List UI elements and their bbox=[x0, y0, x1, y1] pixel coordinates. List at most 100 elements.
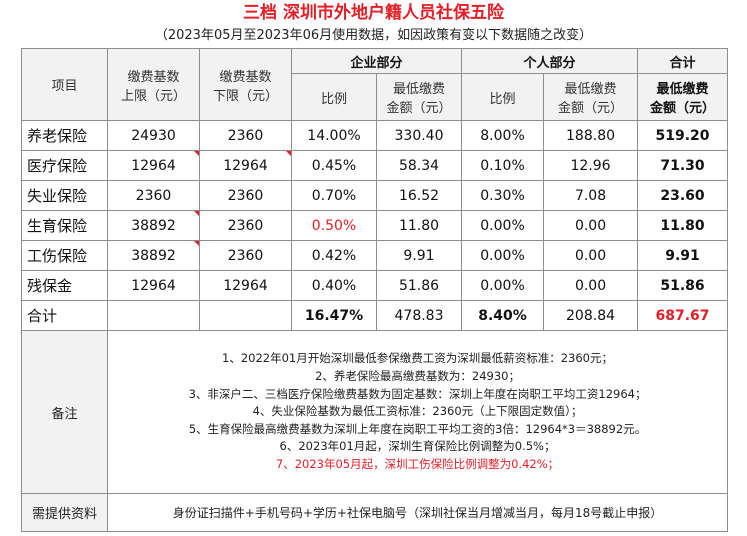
header-personal-amount: 最低缴费 金额（元） bbox=[543, 73, 639, 121]
summary-company-ratio: 16.47% bbox=[291, 300, 377, 331]
summary-personal-amount: 208.84 bbox=[543, 300, 639, 331]
header-base-lower: 缴费基数 下限（元） bbox=[199, 48, 292, 121]
note-item: 1、2022年01月开始深圳最低参保缴费工资为深圳最低薪资标准：2360元； bbox=[222, 351, 613, 366]
row-total: 11.80 bbox=[637, 210, 729, 241]
requirements-row: 需提供资料 身份证扫描件+手机号码+学历+社保电脑号（深圳社保当月增减当月，每月… bbox=[21, 493, 729, 532]
row-total: 71.30 bbox=[637, 150, 729, 181]
note-item: 6、2023年01月起，深圳生育保险比例调整为0.5%； bbox=[279, 439, 556, 454]
row-company-amount: 330.40 bbox=[375, 120, 463, 151]
header-base-lower-line2: 下限（元） bbox=[212, 88, 278, 104]
header-base-upper: 缴费基数 上限（元） bbox=[107, 48, 200, 121]
summary-lower-empty bbox=[199, 300, 292, 331]
notes-list: 1、2022年01月开始深圳最低参保缴费工资为深圳最低薪资标准：2360元； 2… bbox=[106, 330, 729, 494]
row-company-ratio: 0.40% bbox=[291, 270, 377, 301]
header-company-amount-line2: 金额（元） bbox=[386, 101, 452, 116]
header-company-amount-line1: 最低缴费 bbox=[393, 82, 446, 97]
row-personal-ratio: 0.00% bbox=[461, 270, 545, 301]
row-name: 失业保险 bbox=[21, 180, 108, 211]
summary-total: 687.67 bbox=[637, 300, 729, 331]
row-company-ratio: 0.42% bbox=[291, 240, 377, 271]
row-personal-amount: 0.00 bbox=[543, 270, 639, 301]
header-personal-amount-line1: 最低缴费 bbox=[564, 82, 617, 97]
note-item: 2、养老保险最高缴费基数为：24930； bbox=[315, 369, 520, 384]
table-row-disability-fund: 残保金 12964 12964 0.40% 51.86 0.00% 0.00 5… bbox=[21, 270, 729, 301]
row-personal-amount: 0.00 bbox=[543, 210, 639, 241]
header-company-amount: 最低缴费 金额（元） bbox=[375, 73, 463, 121]
row-total: 9.91 bbox=[637, 240, 729, 271]
row-total: 51.86 bbox=[637, 270, 729, 301]
row-personal-amount: 0.00 bbox=[543, 240, 639, 271]
row-personal-amount: 12.96 bbox=[543, 150, 639, 181]
header-company-ratio: 比例 bbox=[291, 73, 377, 121]
header-total: 合计 bbox=[637, 48, 729, 74]
row-name: 残保金 bbox=[21, 270, 108, 301]
header-base-upper-line2: 上限（元） bbox=[120, 88, 186, 104]
row-company-amount: 9.91 bbox=[375, 240, 463, 271]
header-personal-ratio: 比例 bbox=[461, 73, 545, 121]
row-upper: 24930 bbox=[107, 120, 200, 151]
row-lower: 2360 bbox=[199, 240, 292, 271]
row-personal-amount: 188.80 bbox=[543, 120, 639, 151]
summary-name: 合计 bbox=[21, 300, 108, 331]
row-upper: 12964 bbox=[107, 150, 200, 181]
row-company-amount: 51.86 bbox=[375, 270, 463, 301]
note-item: 5、生育保险最高缴费基数为深圳上年度在岗职工平均工资的3倍：12964*3＝38… bbox=[188, 421, 647, 436]
requirements-label: 需提供资料 bbox=[21, 493, 108, 532]
row-name: 医疗保险 bbox=[21, 150, 108, 181]
row-total: 23.60 bbox=[637, 180, 729, 211]
row-upper: 12964 bbox=[107, 270, 200, 301]
row-lower: 2360 bbox=[199, 120, 292, 151]
header-base-lower-line1: 缴费基数 bbox=[219, 69, 272, 85]
row-upper: 38892 bbox=[107, 210, 200, 241]
row-personal-amount: 7.08 bbox=[543, 180, 639, 211]
row-company-ratio: 14.00% bbox=[291, 120, 377, 151]
row-personal-ratio: 0.10% bbox=[461, 150, 545, 181]
notes-label: 备注 bbox=[21, 330, 108, 494]
header-personal-amount-line2: 金额（元） bbox=[558, 101, 624, 116]
row-company-ratio: 0.50% bbox=[291, 210, 377, 241]
note-item: 4、失业保险基数为最低工资标准：2360元（上下限固定数值）； bbox=[252, 404, 583, 419]
row-company-ratio: 0.70% bbox=[291, 180, 377, 211]
header-total-amount: 最低缴费 金额（元） bbox=[637, 73, 729, 121]
row-upper: 2360 bbox=[107, 180, 200, 211]
row-upper: 38892 bbox=[107, 240, 200, 271]
row-name: 生育保险 bbox=[21, 210, 108, 241]
row-name: 工伤保险 bbox=[21, 240, 108, 271]
table-row-summary: 合计 16.47% 478.83 8.40% 208.84 687.67 bbox=[21, 300, 729, 331]
summary-company-amount: 478.83 bbox=[375, 300, 463, 331]
page-title: 三档 深圳市外地户籍人员社保五险 bbox=[243, 3, 504, 23]
header-item: 项目 bbox=[21, 48, 108, 121]
header-total-amount-line2: 金额（元） bbox=[650, 101, 716, 116]
row-lower: 12964 bbox=[199, 150, 292, 181]
row-name: 养老保险 bbox=[21, 120, 108, 151]
header-company: 企业部分 bbox=[290, 48, 463, 74]
row-personal-ratio: 0.00% bbox=[461, 210, 545, 241]
row-personal-ratio: 0.30% bbox=[461, 180, 545, 211]
row-lower: 2360 bbox=[199, 210, 292, 241]
row-company-amount: 58.34 bbox=[375, 150, 463, 181]
row-company-amount: 16.52 bbox=[375, 180, 463, 211]
header-personal: 个人部分 bbox=[461, 48, 639, 74]
table-row-maternity: 生育保险 38892 2360 0.50% 11.80 0.00% 0.00 1… bbox=[21, 210, 729, 241]
row-personal-ratio: 8.00% bbox=[461, 120, 545, 151]
row-company-amount: 11.80 bbox=[375, 210, 463, 241]
table-row-unemployment: 失业保险 2360 2360 0.70% 16.52 0.30% 7.08 23… bbox=[21, 180, 729, 211]
requirements-text: 身份证扫描件+手机号码+学历+社保电脑号（深圳社保当月增减当月，每月18号截止申… bbox=[106, 493, 729, 532]
notes-row: 备注 1、2022年01月开始深圳最低参保缴费工资为深圳最低薪资标准：2360元… bbox=[21, 330, 729, 494]
table-row-injury: 工伤保险 38892 2360 0.42% 9.91 0.00% 0.00 9.… bbox=[21, 240, 729, 271]
summary-personal-ratio: 8.40% bbox=[461, 300, 545, 331]
row-lower: 12964 bbox=[199, 270, 292, 301]
row-total: 519.20 bbox=[637, 120, 729, 151]
summary-upper-empty bbox=[107, 300, 200, 331]
page-subtitle: （2023年05月至2023年06月使用数据，如因政策有变以下数据随之改变） bbox=[154, 28, 593, 43]
table-row-medical: 医疗保险 12964 12964 0.45% 58.34 0.10% 12.96… bbox=[21, 150, 729, 181]
note-item: 7、2023年05月起，深圳工伤保险比例调整为0.42%； bbox=[275, 456, 560, 471]
insurance-table: 项目 缴费基数 上限（元） 缴费基数 下限（元） 企业部分 个人部分 合计 比例… bbox=[21, 48, 729, 532]
header-total-amount-line1: 最低缴费 bbox=[656, 82, 709, 97]
row-personal-ratio: 0.00% bbox=[461, 240, 545, 271]
note-item: 3、非深户二、三档医疗保险缴费基数为固定基数：深圳上年度在岗职工平均工资1296… bbox=[188, 386, 647, 401]
table-row-pension: 养老保险 24930 2360 14.00% 330.40 8.00% 188.… bbox=[21, 120, 729, 151]
header-base-upper-line1: 缴费基数 bbox=[127, 69, 180, 85]
row-lower: 2360 bbox=[199, 180, 292, 211]
